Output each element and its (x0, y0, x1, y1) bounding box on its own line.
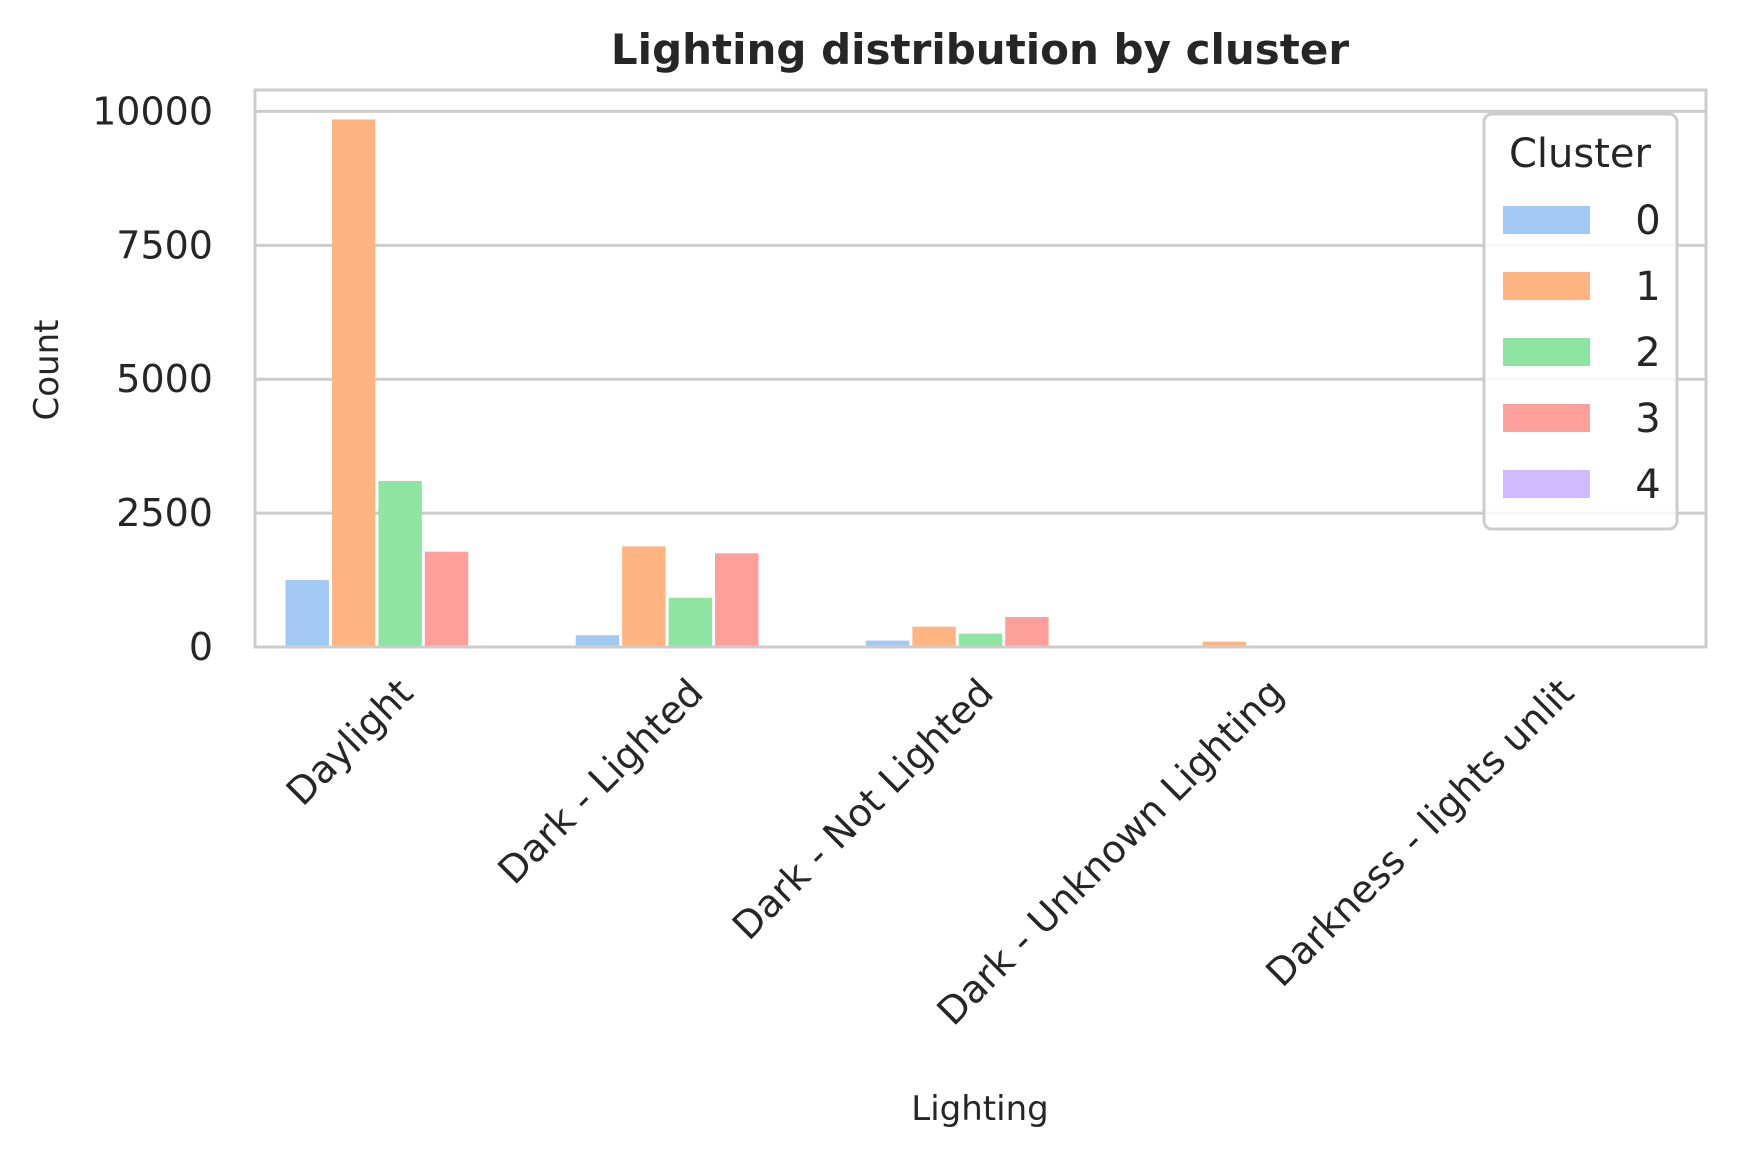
y-axis-label: Count (27, 320, 67, 421)
y-tick-label: 2500 (116, 491, 213, 535)
legend-label: 1 (1635, 264, 1660, 310)
legend: Cluster 0 1 2 3 4 (1482, 112, 1679, 531)
bar-cluster-0 (285, 580, 329, 647)
bar-cluster-1 (1202, 641, 1246, 647)
legend-swatch-2 (1503, 338, 1590, 366)
bar-cluster-0 (575, 635, 620, 647)
bar-cluster-2 (958, 633, 1003, 647)
y-tick-label: 5000 (116, 357, 213, 401)
plot-frame (253, 88, 1708, 649)
bar-cluster-2 (668, 597, 713, 647)
legend-swatch-1 (1503, 272, 1590, 300)
legend-label: 4 (1635, 462, 1660, 508)
legend-label: 2 (1635, 330, 1660, 376)
legend-label: 3 (1635, 396, 1660, 442)
bar-cluster-1 (622, 546, 666, 647)
bar-cluster-3 (1005, 617, 1049, 647)
bar-cluster-1 (331, 119, 376, 648)
legend-swatch-4 (1503, 470, 1590, 498)
x-axis-label: Lighting (911, 1089, 1048, 1129)
bar-cluster-2 (378, 480, 422, 647)
legend-label: 0 (1635, 198, 1660, 244)
bar-cluster-1 (912, 626, 956, 647)
bar-cluster-3 (424, 551, 469, 647)
y-tick-label: 7500 (116, 223, 213, 267)
bars (285, 119, 1339, 648)
legend-swatch-0 (1503, 206, 1590, 234)
chart-title: Lighting distribution by cluster (611, 25, 1349, 74)
y-tick-label: 0 (189, 625, 213, 669)
legend-title: Cluster (1509, 131, 1652, 177)
legend-items: 0 1 2 3 4 (1503, 198, 1661, 508)
bar-cluster-0 (865, 640, 910, 647)
y-tick-label: 10000 (92, 89, 213, 133)
bar-cluster-3 (715, 553, 759, 647)
legend-swatch-3 (1503, 404, 1590, 432)
y-tick-labels: 0 2500 5000 7500 10000 (92, 89, 213, 669)
